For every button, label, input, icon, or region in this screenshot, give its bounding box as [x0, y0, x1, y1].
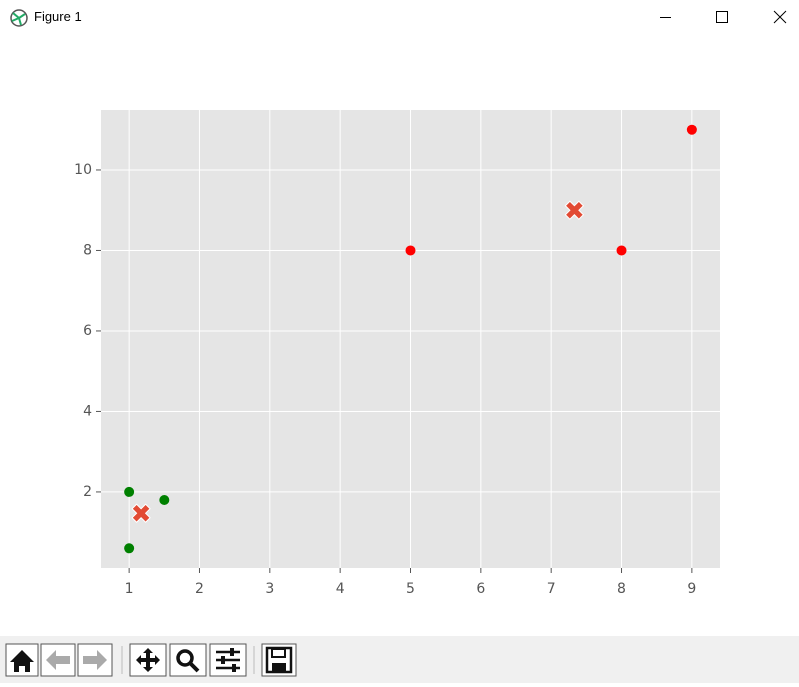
x-tick-label: 2 [195, 581, 204, 597]
y-tick-label: 6 [83, 323, 92, 339]
x-tick-label: 5 [406, 581, 415, 597]
x-tick-label: 4 [336, 581, 345, 597]
x-tick-label: 8 [617, 581, 626, 597]
app-icon [10, 9, 28, 27]
y-tick-label: 10 [74, 162, 92, 178]
y-tick-label: 4 [83, 403, 92, 419]
window-controls[interactable] [639, 0, 799, 36]
toolbar-buttons [5, 643, 297, 677]
title-bar: Figure 1 [0, 0, 799, 36]
y-tick-label: 2 [83, 484, 92, 500]
chart: 1 2 3 4 5 6 7 8 9 2 4 6 8 10 [74, 110, 720, 597]
point [159, 494, 170, 505]
close[interactable] [773, 10, 787, 24]
maximize[interactable] [716, 11, 728, 23]
window-title: Figure 1 [34, 9, 82, 24]
x-tick-label: 1 [125, 581, 134, 597]
point [405, 245, 416, 256]
centroid [564, 200, 585, 220]
zoom-button[interactable] [169, 643, 207, 677]
x-tick-label: 9 [687, 581, 696, 597]
x-tick-label: 6 [476, 581, 485, 597]
toolbar [0, 636, 799, 683]
y-tick-label: 8 [83, 242, 92, 258]
point [124, 543, 135, 554]
centroid [131, 503, 151, 523]
x-tick-label: 7 [547, 581, 556, 597]
x-tick-label: 3 [265, 581, 274, 597]
point [686, 124, 697, 135]
point [616, 245, 627, 256]
point [124, 486, 135, 497]
